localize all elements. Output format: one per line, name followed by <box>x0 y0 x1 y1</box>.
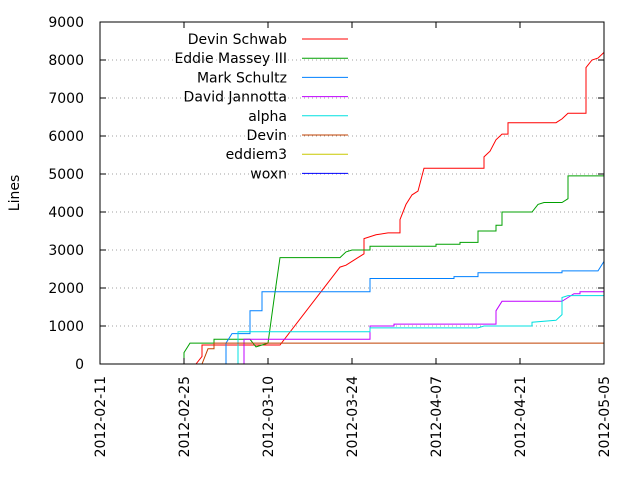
legend-label: Mark Schultz <box>197 70 287 86</box>
series-line <box>237 295 604 364</box>
grid-lines <box>100 59 604 327</box>
x-tick-label: 2012-04-21 <box>513 376 529 457</box>
y-tick-label: 6000 <box>48 129 84 145</box>
x-tick-label: 2012-02-11 <box>93 376 109 457</box>
y-tick-label: 0 <box>75 357 84 373</box>
series-line <box>225 261 605 364</box>
legend-label: Devin <box>247 128 287 144</box>
legend-label: eddiem3 <box>226 147 287 163</box>
y-tick-label: 3000 <box>48 243 84 259</box>
axis-ticks <box>99 21 605 365</box>
series-line <box>195 52 605 365</box>
x-tick-label: 2012-03-10 <box>261 376 277 457</box>
x-tick-label: 2012-03-24 <box>345 376 361 457</box>
y-axis-label: Lines <box>7 175 23 211</box>
x-tick-label: 2012-05-05 <box>597 376 613 457</box>
legend-label: David Jannotta <box>184 90 287 106</box>
series-lines <box>183 52 605 365</box>
legend-label: Devin Schwab <box>188 32 287 48</box>
x-tick-label: 2012-02-25 <box>177 376 193 457</box>
legend-label: alpha <box>248 109 287 125</box>
y-tick-labels: 0 1000 2000 3000 4000 5000 6000 7000 8000 9000 <box>48 15 84 373</box>
y-tick-label: 5000 <box>48 167 84 183</box>
legend: Devin Schwab Eddie Massey III Mark Schultz… <box>174 32 348 182</box>
y-tick-label: 4000 <box>48 205 84 221</box>
y-tick-label: 2000 <box>48 281 84 297</box>
x-tick-label: 2012-04-07 <box>429 376 445 457</box>
y-tick-label: 8000 <box>48 53 84 69</box>
y-tick-label: 9000 <box>48 15 84 31</box>
series-line <box>183 174 605 364</box>
series-line <box>243 291 604 364</box>
legend-label: Eddie Massey III <box>174 51 287 67</box>
y-tick-label: 1000 <box>48 319 84 335</box>
plot-frame <box>99 21 605 365</box>
y-tick-label: 7000 <box>48 91 84 107</box>
legend-label: woxn <box>250 166 287 182</box>
x-tick-labels: 2012-02-11 2012-02-25 2012-03-10 2012-03-24… <box>93 376 613 457</box>
